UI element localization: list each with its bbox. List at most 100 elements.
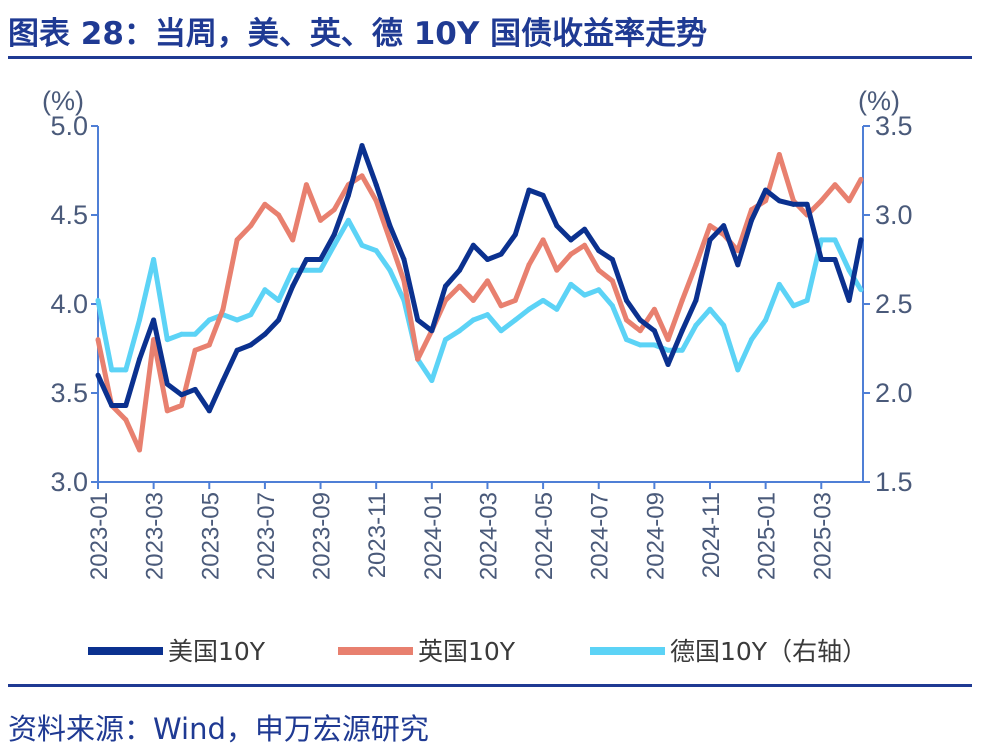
data-point	[554, 223, 560, 229]
data-point	[679, 347, 685, 353]
data-point	[568, 237, 574, 243]
data-point	[665, 362, 671, 368]
data-point	[151, 337, 157, 343]
data-point	[763, 317, 769, 323]
data-point	[568, 281, 574, 287]
x-tick-label: 2024-07	[587, 492, 614, 580]
data-point	[95, 297, 101, 303]
data-point	[220, 378, 226, 384]
x-tick-label: 2024-11	[698, 492, 725, 578]
data-point	[832, 182, 838, 188]
data-point	[748, 217, 754, 223]
data-point	[206, 342, 212, 348]
data-point	[318, 217, 324, 223]
data-point	[276, 212, 282, 218]
data-point	[818, 237, 824, 243]
data-point	[136, 447, 142, 453]
data-point	[248, 223, 254, 229]
data-point	[721, 223, 727, 229]
data-point	[498, 303, 504, 309]
data-point	[804, 297, 810, 303]
right-tick-label: 3.5	[875, 111, 913, 141]
right-tick-label: 1.5	[875, 467, 913, 497]
data-point	[596, 248, 602, 254]
left-axis-unit: (%)	[42, 86, 84, 116]
data-point	[442, 337, 448, 343]
data-point	[318, 267, 324, 273]
data-point	[178, 331, 184, 337]
data-point	[442, 283, 448, 289]
x-tick-label: 2023-11	[364, 492, 391, 578]
data-point	[526, 306, 532, 312]
data-point	[457, 283, 463, 289]
data-point	[735, 367, 741, 373]
data-point	[735, 248, 741, 254]
data-point	[470, 317, 476, 323]
data-point	[665, 347, 671, 353]
left-tick-label: 3.0	[50, 467, 88, 497]
data-point	[651, 328, 657, 334]
data-point	[526, 187, 532, 193]
data-point	[596, 287, 602, 293]
data-point	[192, 347, 198, 353]
data-point	[624, 297, 630, 303]
data-point	[470, 242, 476, 248]
x-tick-label: 2024-03	[475, 492, 502, 580]
data-point	[776, 198, 782, 204]
data-point	[359, 143, 365, 149]
data-point	[582, 292, 588, 298]
data-point	[707, 223, 713, 229]
data-point	[707, 306, 713, 312]
x-tick-label: 2024-09	[642, 492, 669, 580]
data-point	[790, 303, 796, 309]
data-point	[637, 342, 643, 348]
right-axis-unit: (%)	[858, 86, 900, 116]
data-point	[818, 257, 824, 262]
data-point	[804, 201, 810, 207]
data-point	[693, 322, 699, 328]
data-point	[373, 182, 379, 188]
data-point	[582, 242, 588, 248]
data-point	[373, 198, 379, 204]
data-point	[763, 187, 769, 193]
data-point	[846, 297, 852, 303]
data-point	[846, 198, 852, 204]
data-point	[359, 173, 365, 179]
data-point	[109, 402, 115, 408]
data-point	[387, 237, 393, 243]
data-point	[637, 317, 643, 323]
data-point	[748, 207, 754, 213]
x-tick-label: 2024-01	[420, 492, 447, 580]
x-tick-label: 2025-03	[809, 492, 836, 580]
data-point	[164, 337, 170, 343]
data-point	[609, 278, 615, 284]
data-point	[401, 278, 407, 284]
data-point	[178, 392, 184, 398]
legend-label-0: 美国10Y	[168, 637, 266, 666]
data-point	[596, 267, 602, 273]
data-point	[290, 267, 296, 273]
data-point	[457, 267, 463, 273]
right-tick-label: 3.0	[875, 200, 913, 230]
data-point	[206, 317, 212, 323]
data-point	[582, 226, 588, 232]
series-line-0	[95, 143, 864, 414]
left-tick-label: 3.5	[50, 378, 88, 408]
left-tick-label: 5.0	[50, 111, 88, 141]
data-point	[415, 317, 421, 323]
legend-label-2: 德国10Y（右轴）	[670, 637, 867, 666]
data-point	[512, 232, 518, 238]
data-point	[151, 317, 157, 323]
data-point	[846, 267, 852, 273]
data-point	[790, 201, 796, 207]
data-point	[123, 417, 129, 423]
data-point	[303, 257, 309, 262]
data-point	[609, 257, 615, 262]
data-point	[818, 198, 824, 204]
data-point	[276, 317, 282, 323]
data-point	[512, 317, 518, 323]
data-point	[262, 201, 268, 207]
data-point	[290, 283, 296, 289]
data-point	[262, 287, 268, 293]
x-tick-label: 2023-03	[142, 492, 169, 580]
